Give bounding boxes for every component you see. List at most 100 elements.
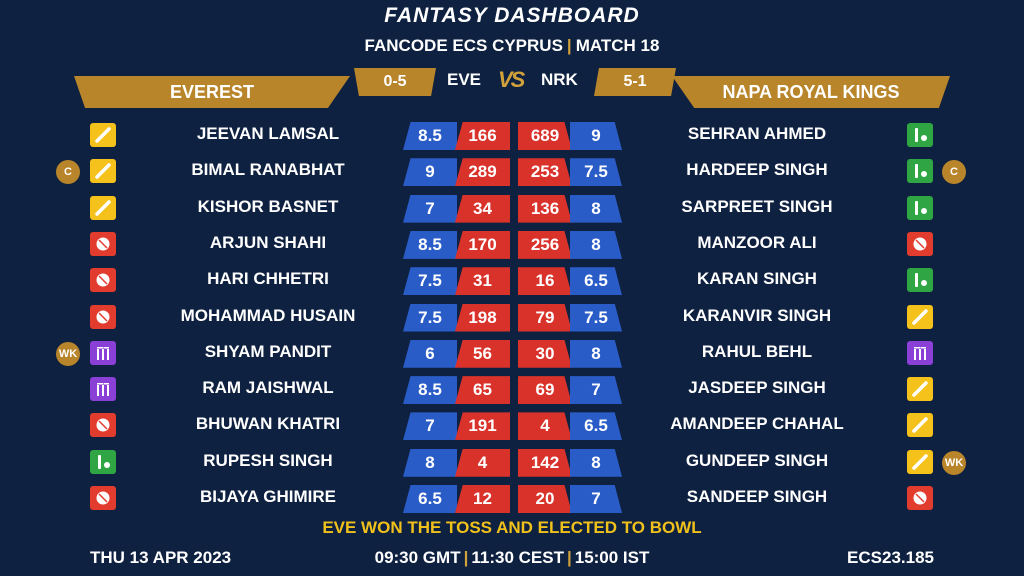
points-cell: 142 (518, 448, 572, 477)
points-cell: 4 (518, 412, 572, 441)
player-name: JASDEEP SINGH (688, 378, 826, 398)
allrounder-icon (907, 268, 933, 293)
player-row: BIJAYA GHIMIRE SANDEEP SINGH 6.5 12 20 7 (0, 483, 1024, 515)
points-cell: 69 (518, 376, 572, 405)
player-name: KISHOR BASNET (197, 196, 339, 216)
credits-cell: 6.5 (570, 412, 622, 441)
player-name: RAM JAISHWAL (202, 378, 334, 398)
allrounder-icon (907, 159, 933, 184)
points-cell: 16 (518, 267, 572, 296)
player-name: KARANVIR SINGH (682, 305, 832, 325)
match-code: ECS23.185 (847, 548, 934, 567)
player-row: C BIMAL RANABHAT C HARDEEP SINGH 9 289 253 7.5 (0, 156, 1024, 188)
player-name: SANDEEP SINGH (686, 487, 828, 506)
player-name: BHUWAN KHATRI (195, 414, 341, 434)
points-cell: 4 (455, 448, 510, 477)
points-cell: 12 (455, 485, 510, 513)
player-name: HARDEEP SINGH (686, 160, 828, 180)
points-cell: 166 (455, 122, 510, 150)
team-left-score: 0-5 (354, 68, 436, 96)
credits-cell: 7.5 (403, 267, 457, 296)
credits-cell: 7 (403, 412, 457, 441)
team-right-score: 5-1 (594, 68, 676, 96)
points-cell: 253 (518, 158, 572, 187)
vs-icon: VS (498, 67, 525, 92)
bowler-icon (90, 413, 116, 438)
points-cell: 30 (518, 339, 572, 368)
allrounder-icon (907, 195, 933, 220)
batter-icon (907, 304, 933, 329)
batter-icon (90, 123, 116, 147)
time-separator: | (566, 548, 572, 567)
credits-cell: 9 (570, 122, 622, 150)
player-row: WK SHYAM PANDIT RAHUL BEHL 6 56 30 8 (0, 338, 1024, 370)
player-row: JEEVAN LAMSAL SEHRAN AHMED 8.5 166 689 9 (0, 120, 1024, 152)
tournament-name: FANCODE ECS CYPRUS (364, 36, 563, 55)
player-name: ARJUN SHAHI (209, 232, 327, 252)
points-cell: 65 (455, 376, 510, 405)
player-name: SARPREET SINGH (681, 196, 833, 216)
credits-cell: 8 (570, 194, 622, 223)
player-name: RUPESH SINGH (203, 450, 333, 470)
batter-icon (907, 377, 933, 402)
captain-badge: C (56, 160, 80, 185)
credits-cell: 8.5 (403, 376, 457, 405)
captain-badge: WK (942, 450, 966, 475)
bowler-icon (90, 304, 116, 329)
points-cell: 56 (455, 339, 510, 368)
time-cest: 11:30 CEST (471, 548, 564, 567)
wicketkeeper-icon (90, 340, 116, 365)
credits-cell: 7.5 (570, 303, 622, 332)
player-name: SHYAM PANDIT (204, 341, 332, 361)
points-cell: 20 (518, 485, 572, 513)
points-cell: 79 (518, 303, 572, 332)
team-left-banner: EVEREST (74, 76, 350, 108)
player-row: ARJUN SHAHI MANZOOR ALI 8.5 170 256 8 (0, 229, 1024, 261)
credits-cell: 8 (403, 448, 457, 477)
credits-cell: 7.5 (570, 158, 622, 187)
team-right-banner: NAPA ROYAL KINGS (672, 76, 950, 108)
player-name: KARAN SINGH (697, 269, 817, 289)
player-name: BIMAL RANABHAT (191, 160, 345, 180)
batter-icon (90, 159, 116, 184)
team-right-abbr: NRK (541, 70, 578, 89)
points-cell: 170 (455, 230, 510, 259)
match-number: MATCH 18 (575, 36, 660, 55)
credits-cell: 6 (403, 339, 457, 368)
player-name: RAHUL BEHL (701, 341, 813, 361)
credits-cell: 8 (570, 230, 622, 259)
credits-cell: 7 (570, 485, 622, 513)
player-name: GUNDEEP SINGH (685, 450, 829, 470)
wicketkeeper-icon (90, 377, 116, 402)
points-cell: 136 (518, 194, 572, 223)
captain-badge: WK (56, 341, 80, 366)
points-cell: 191 (455, 412, 510, 441)
player-name: MOHAMMAD HUSAIN (180, 305, 356, 325)
match-date: THU 13 APR 2023 (90, 548, 232, 567)
batter-icon (907, 413, 933, 438)
credits-cell: 6.5 (403, 485, 457, 513)
points-cell: 289 (455, 158, 510, 187)
subtitle-separator: | (566, 36, 572, 55)
toss-result: EVE WON THE TOSS AND ELECTED TO BOWL (322, 518, 702, 537)
credits-cell: 6.5 (570, 267, 622, 296)
match-times: 09:30 GMT | 11:30 CEST | 15:00 IST (0, 548, 1024, 568)
credits-cell: 9 (403, 158, 457, 187)
player-row: RAM JAISHWAL JASDEEP SINGH 8.5 65 69 7 (0, 374, 1024, 406)
credits-cell: 7.5 (403, 303, 457, 332)
allrounder-icon (907, 123, 933, 147)
time-separator: | (463, 548, 469, 567)
player-name: HARI CHHETRI (207, 269, 329, 289)
match-subtitle: FANCODE ECS CYPRUS | MATCH 18 (0, 36, 1024, 56)
points-cell: 31 (455, 267, 510, 296)
player-row: MOHAMMAD HUSAIN KARANVIR SINGH 7.5 198 79 7.5 (0, 302, 1024, 334)
captain-badge: C (942, 160, 966, 185)
credits-cell: 7 (570, 376, 622, 405)
credits-cell: 8.5 (403, 122, 457, 150)
player-row: HARI CHHETRI KARAN SINGH 7.5 31 16 6.5 (0, 265, 1024, 297)
points-cell: 34 (455, 194, 510, 223)
player-row: RUPESH SINGH WK GUNDEEP SINGH 8 4 142 8 (0, 447, 1024, 479)
bowler-icon (90, 268, 116, 293)
batter-icon (90, 195, 116, 220)
bowler-icon (907, 231, 933, 256)
